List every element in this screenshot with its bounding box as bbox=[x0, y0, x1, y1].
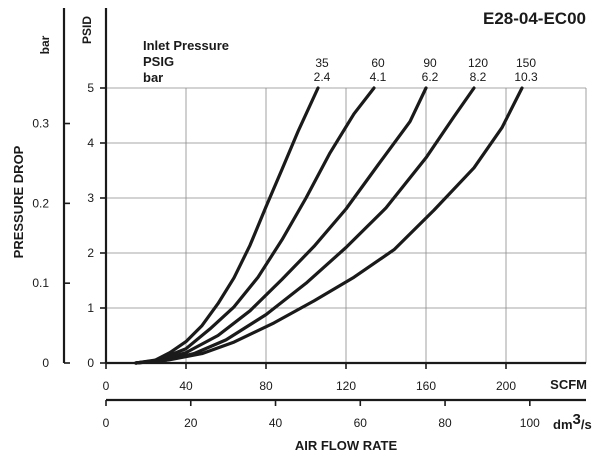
series-label-bar-90: 6.2 bbox=[422, 70, 439, 84]
series-label-psig-120: 120 bbox=[468, 56, 488, 70]
x-tick-label-dm3s: 0 bbox=[103, 416, 110, 430]
x-tick-label-dm3s: 100 bbox=[520, 416, 540, 430]
x-unit-dm: dm bbox=[553, 417, 573, 432]
curve-150-psig bbox=[134, 86, 524, 365]
y-unit-psid: PSID bbox=[80, 16, 94, 44]
series-label-bar-150: 10.3 bbox=[514, 70, 538, 84]
y-tick-label-bar: 0 bbox=[42, 356, 49, 370]
y-tick-label-psid: 1 bbox=[87, 301, 94, 315]
x-tick-label-scfm: 200 bbox=[496, 379, 516, 393]
x-unit-dm3s: dm3/s bbox=[553, 411, 592, 432]
y-axis-title: PRESSURE DROP bbox=[11, 145, 26, 258]
x-tick-label-dm3s: 20 bbox=[184, 416, 198, 430]
x-tick-label-scfm: 160 bbox=[416, 379, 436, 393]
y-tick-label-psid: 4 bbox=[87, 136, 94, 150]
curve-90-psig bbox=[134, 86, 428, 365]
y-tick-label-psid: 3 bbox=[87, 191, 94, 205]
chart-title: E28-04-EC00 bbox=[483, 9, 586, 28]
x-tick-label-scfm: 80 bbox=[259, 379, 273, 393]
x-unit-per-s: /s bbox=[581, 417, 592, 432]
x-tick-label-dm3s: 60 bbox=[354, 416, 368, 430]
y-tick-label-psid: 5 bbox=[87, 81, 94, 95]
series-label-bar-120: 8.2 bbox=[470, 70, 487, 84]
x-tick-label-dm3s: 80 bbox=[438, 416, 452, 430]
series-label-psig-90: 90 bbox=[423, 56, 437, 70]
y-tick-label-bar: 0.2 bbox=[32, 196, 49, 210]
series-label-psig-60: 60 bbox=[371, 56, 385, 70]
x-tick-label-scfm: 0 bbox=[103, 379, 110, 393]
x-unit-exp: 3 bbox=[573, 411, 581, 428]
y-unit-bar: bar bbox=[38, 35, 52, 54]
curve-60-psig bbox=[134, 86, 376, 365]
x-tick-label-dm3s: 40 bbox=[269, 416, 283, 430]
curve-120-psig bbox=[134, 86, 476, 365]
legend-header-line-2: PSIG bbox=[143, 54, 174, 69]
y-tick-label-bar: 0.3 bbox=[32, 117, 49, 131]
legend-header-line-1: Inlet Pressure bbox=[143, 38, 229, 53]
series-label-psig-150: 150 bbox=[516, 56, 536, 70]
x-tick-label-scfm: 40 bbox=[179, 379, 193, 393]
y-tick-label-bar: 0.1 bbox=[32, 276, 49, 290]
series-label-psig-35: 35 bbox=[315, 56, 329, 70]
y-tick-label-psid: 0 bbox=[87, 356, 94, 370]
x-tick-label-scfm: 120 bbox=[336, 379, 356, 393]
series-label-bar-35: 2.4 bbox=[314, 70, 331, 84]
ticks bbox=[64, 87, 531, 406]
curve-35-psig bbox=[134, 86, 320, 365]
y-tick-label-psid: 2 bbox=[87, 246, 94, 260]
series-curves bbox=[134, 86, 524, 365]
x-unit-scfm: SCFM bbox=[550, 377, 587, 392]
legend-header-line-3: bar bbox=[143, 70, 163, 85]
grid bbox=[106, 87, 587, 363]
labels: E28-04-EC00 PRESSURE DROP PSID bar SCFM … bbox=[11, 9, 592, 453]
x-axis-title: AIR FLOW RATE bbox=[295, 438, 398, 453]
series-label-bar-60: 4.1 bbox=[370, 70, 387, 84]
